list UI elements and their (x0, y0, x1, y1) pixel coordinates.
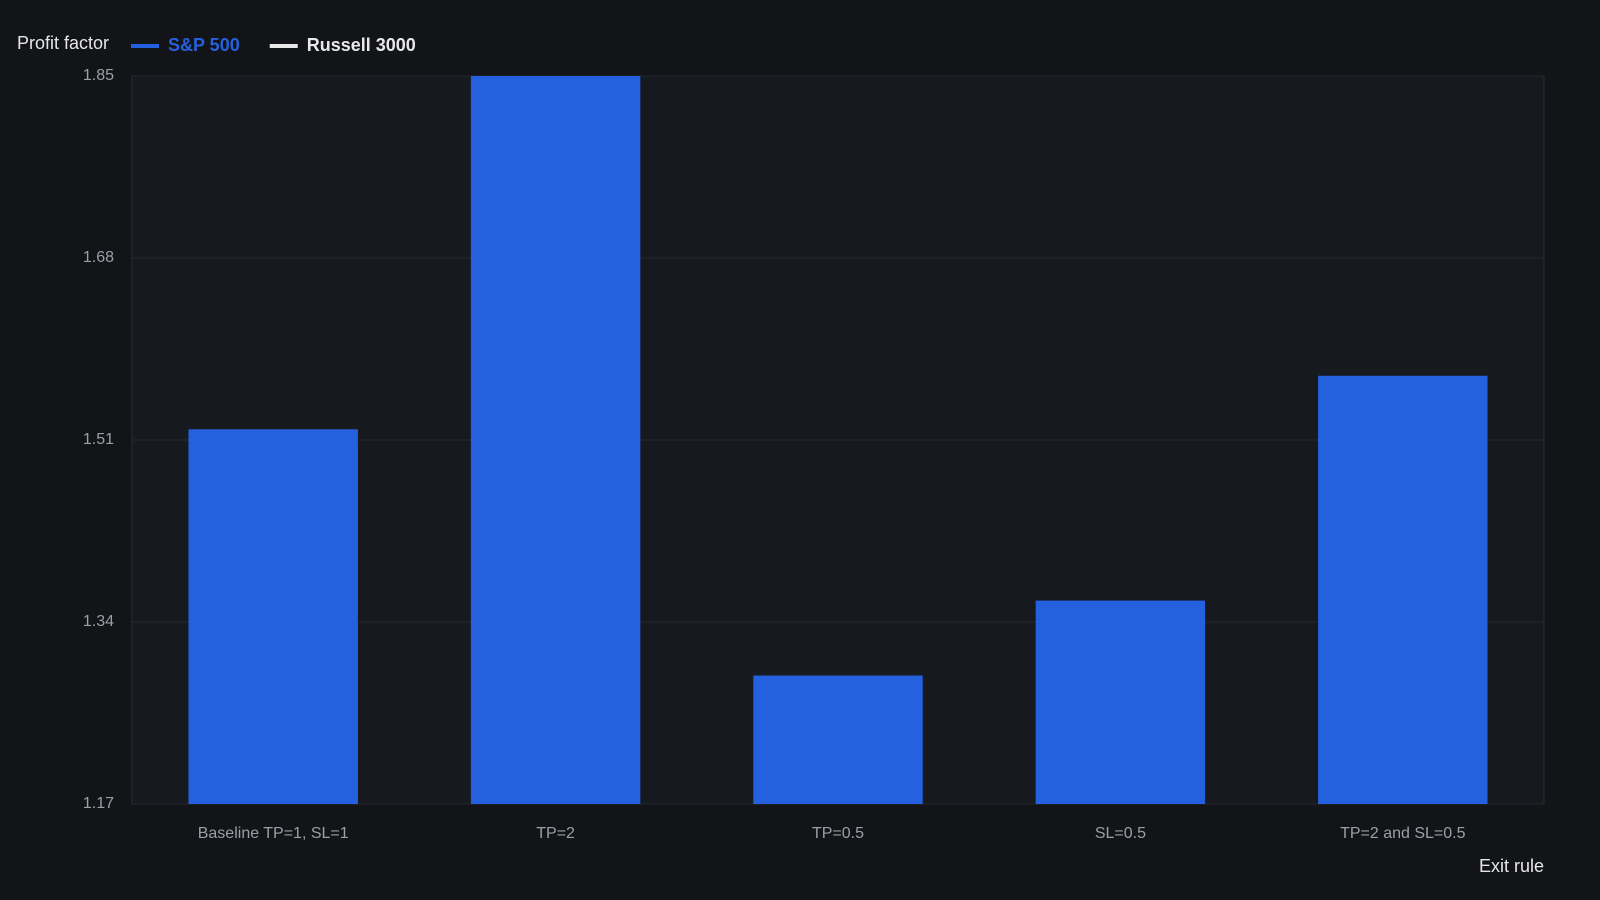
x-tick-label: TP=2 (536, 825, 575, 842)
y-tick-label: 1.51 (83, 431, 114, 448)
bar (753, 675, 923, 804)
bar (1318, 375, 1488, 804)
x-tick-label: SL=0.5 (1095, 825, 1146, 842)
bar (188, 429, 358, 804)
x-tick-label: TP=0.5 (812, 825, 864, 842)
legend-label[interactable]: S&P 500 (168, 35, 240, 55)
y-axis-label: Profit factor (17, 33, 109, 53)
x-tick-label: TP=2 and SL=0.5 (1340, 825, 1466, 842)
x-tick-label: Baseline TP=1, SL=1 (198, 825, 349, 842)
y-tick-label: 1.34 (83, 613, 114, 630)
y-tick-label: 1.17 (83, 795, 114, 812)
legend-label[interactable]: Russell 3000 (307, 35, 416, 55)
x-axis-label: Exit rule (1479, 856, 1544, 876)
bar (1035, 600, 1206, 804)
y-tick-label: 1.68 (83, 249, 114, 266)
bar (470, 76, 641, 804)
y-tick-label: 1.85 (83, 67, 114, 84)
